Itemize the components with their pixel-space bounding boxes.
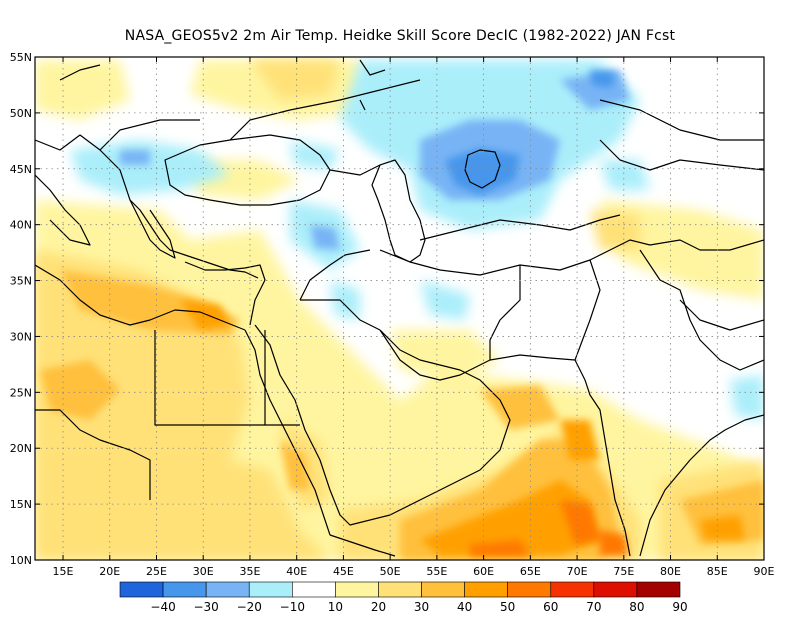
lon-tick-label: 45E <box>333 565 354 578</box>
lat-tick-label: 50N <box>10 107 32 120</box>
colorbar-swatch <box>162 581 207 598</box>
heatmap-field <box>35 57 764 560</box>
lat-tick-label: 15N <box>10 498 32 511</box>
colorbar-swatch <box>248 581 293 598</box>
colorbar-label: −40 <box>150 600 175 614</box>
lat-tick-label: 25N <box>10 386 32 399</box>
lon-tick-label: 50E <box>380 565 401 578</box>
colorbar-label: 60 <box>543 600 558 614</box>
lon-tick-label: 70E <box>567 565 588 578</box>
colorbar-swatch <box>636 581 681 598</box>
lon-tick-label: 65E <box>520 565 541 578</box>
lat-tick-label: 55N <box>10 51 32 64</box>
lon-tick-label: 60E <box>473 565 494 578</box>
colorbar-swatch <box>292 581 336 598</box>
lat-tick-label: 45N <box>10 163 32 176</box>
colorbar-swatch <box>550 581 595 598</box>
lon-tick-label: 80E <box>660 565 681 578</box>
colorbar-label: −30 <box>193 600 218 614</box>
lon-tick-label: 55E <box>426 565 447 578</box>
colorbar-swatch <box>119 581 164 598</box>
lon-tick-label: 90E <box>754 565 775 578</box>
lat-tick-label: 10N <box>10 554 32 567</box>
colorbar-label: −10 <box>280 600 305 614</box>
lon-tick-label: 20E <box>99 565 120 578</box>
colorbar-swatch <box>378 581 422 598</box>
colorbar-swatch <box>464 581 508 598</box>
colorbar-label: 90 <box>672 600 687 614</box>
colorbar-label: 80 <box>629 600 644 614</box>
colorbar-swatch <box>421 581 465 598</box>
lon-tick-label: 85E <box>707 565 728 578</box>
colorbar-label: −20 <box>237 600 262 614</box>
lon-tick-label: 25E <box>146 565 167 578</box>
colorbar-label: 30 <box>414 600 429 614</box>
lat-tick-label: 35N <box>10 275 32 288</box>
colorbar-label: 50 <box>500 600 515 614</box>
lon-tick-label: 15E <box>53 565 74 578</box>
colorbar-swatch <box>593 581 638 598</box>
lat-tick-label: 40N <box>10 219 32 232</box>
colorbar: −40 −30 −20 −10 10 20 30 40 50 60 70 80 90 <box>119 581 688 614</box>
colorbar-label: 40 <box>457 600 472 614</box>
lat-tick-label: 30N <box>10 330 32 343</box>
colorbar-swatch <box>335 581 379 598</box>
axis-ticks: 55N 50N 45N 40N 35N 30N 25N 20N 15N 10N 15E 20E 25E 3… <box>10 51 775 578</box>
colorbar-label: 10 <box>328 600 343 614</box>
lon-tick-label: 30E <box>193 565 214 578</box>
colorbar-label: 70 <box>586 600 601 614</box>
colorbar-swatch <box>507 581 552 598</box>
map-frame <box>34 56 765 561</box>
lon-tick-label: 40E <box>286 565 307 578</box>
coastlines <box>35 59 764 557</box>
lon-tick-label: 35E <box>239 565 260 578</box>
map-title: NASA_GEOS5v2 2m Air Temp. Heidke Skill S… <box>124 28 676 44</box>
lon-tick-label: 75E <box>613 565 634 578</box>
lat-tick-label: 20N <box>10 442 32 455</box>
colorbar-label: 20 <box>371 600 386 614</box>
colorbar-swatch <box>205 581 250 598</box>
grid-lines <box>35 57 764 560</box>
